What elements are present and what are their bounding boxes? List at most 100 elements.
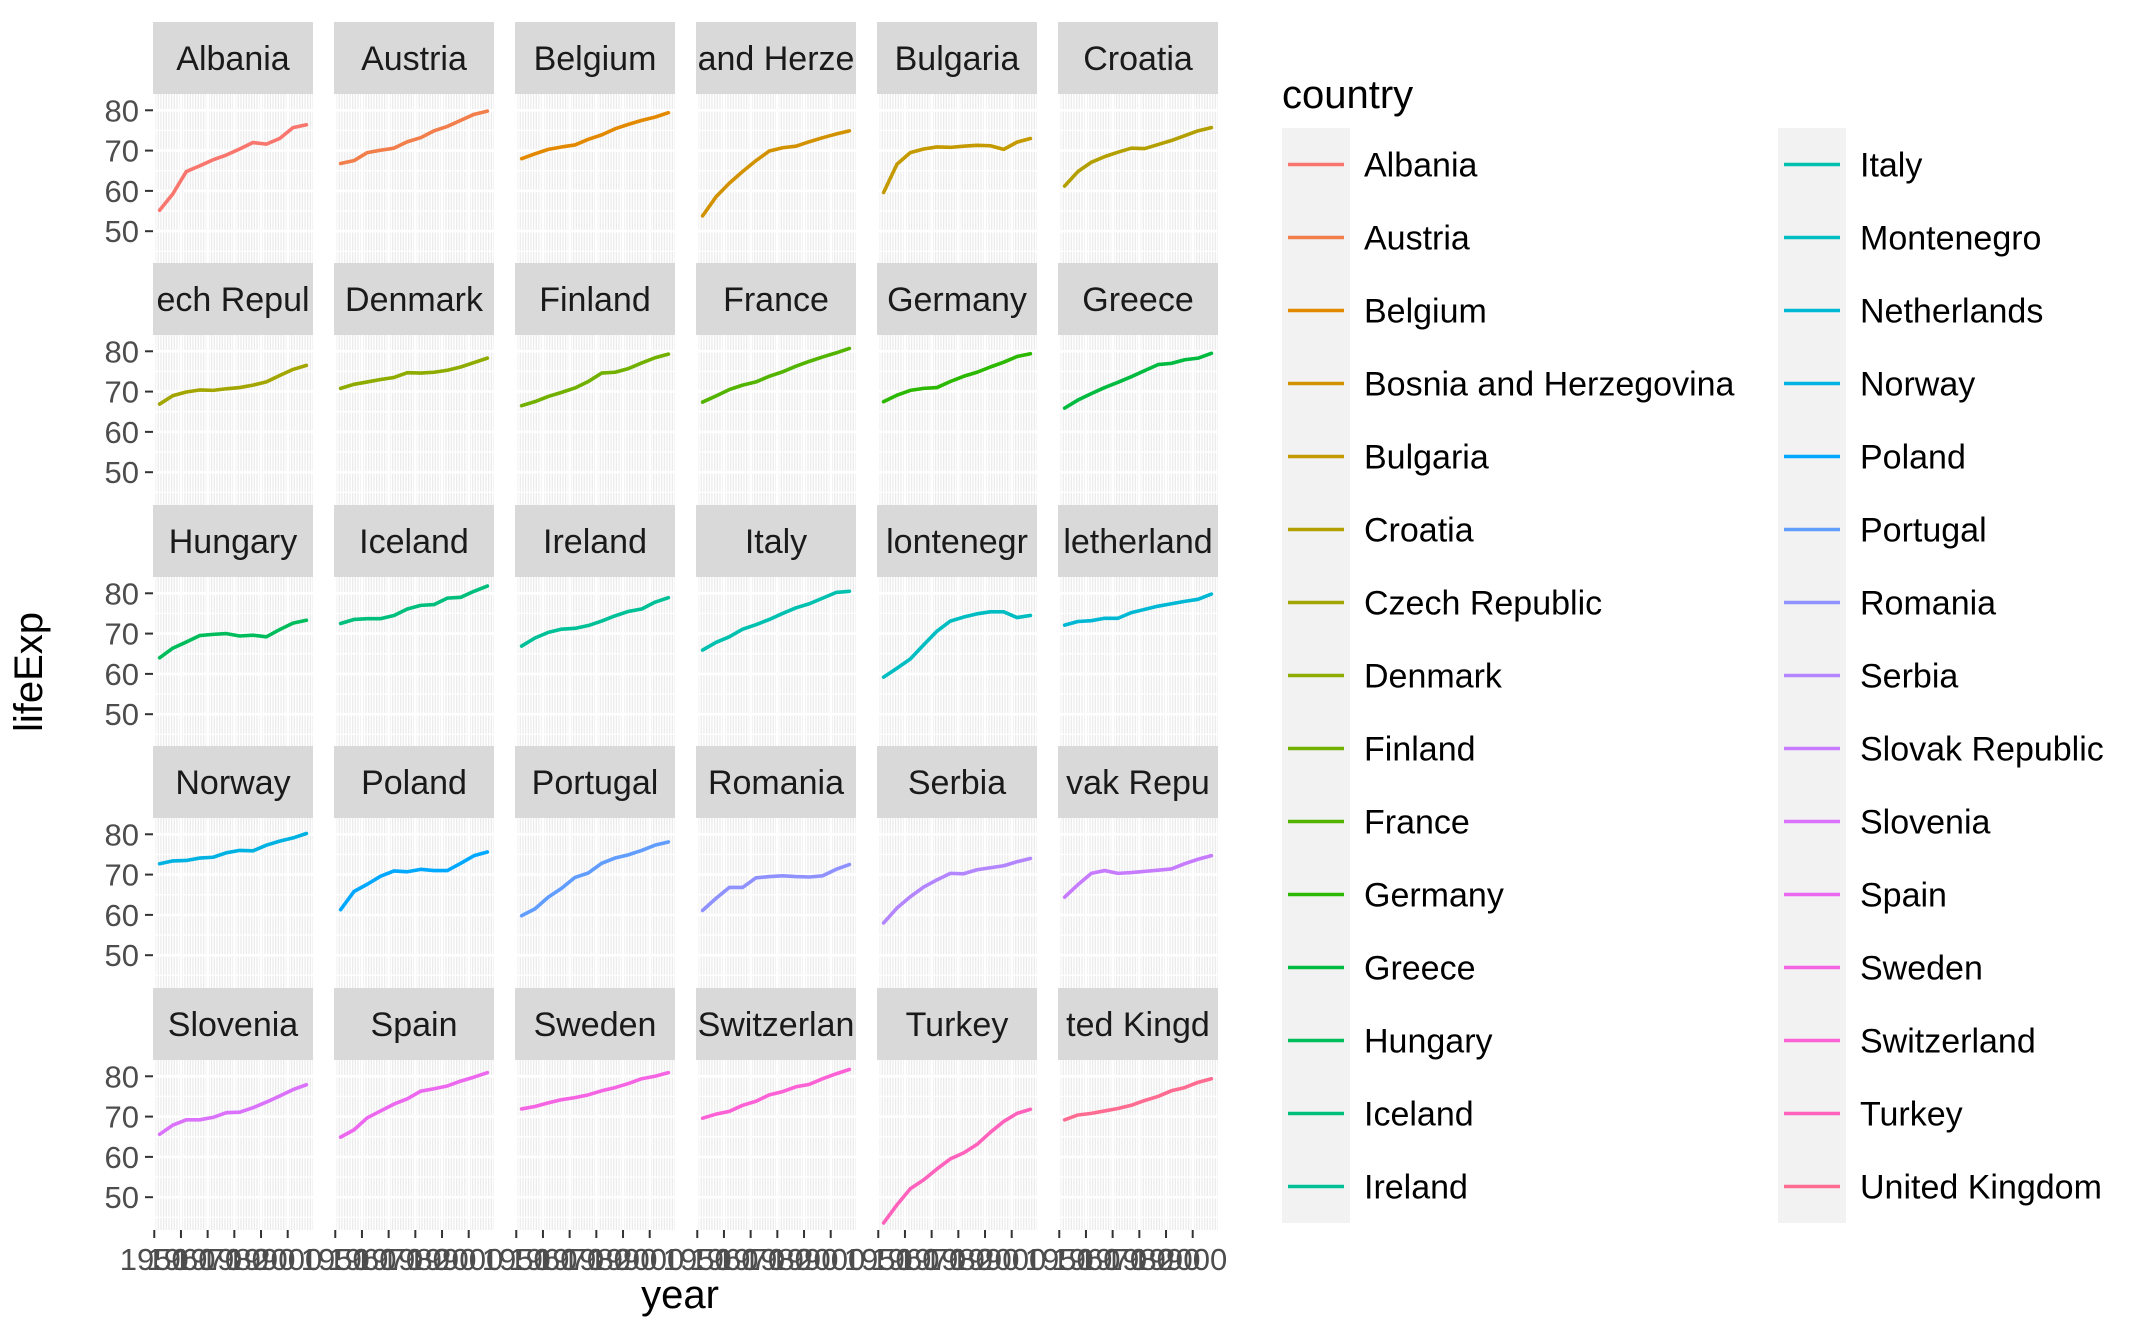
- facet-strip-label: Romania: [708, 764, 844, 802]
- facet-panel: Poland: [333, 746, 494, 988]
- legend-label: Czech Republic: [1364, 585, 1602, 623]
- facet-strip: [696, 505, 856, 577]
- facet-strip: [515, 746, 675, 818]
- y-tick-label: 50: [105, 455, 139, 490]
- facet-strip-label: ech Repul: [156, 281, 309, 319]
- facet-strip-label: lontenegr: [886, 523, 1028, 561]
- facet-panel: Norway 50 60 70 80: [105, 746, 313, 988]
- x-tick-label: 1980: [924, 1242, 993, 1277]
- y-tick-label: 70: [105, 375, 139, 410]
- x-tick-label: 1950: [844, 1242, 913, 1277]
- x-tick-label: 2000: [1158, 1242, 1227, 1277]
- y-tick-label: 80: [105, 817, 139, 852]
- facet-panel: Greece: [1057, 263, 1218, 505]
- series-line: [1062, 1076, 1214, 1122]
- x-tick-label: 1950: [663, 1242, 732, 1277]
- facet-panel: Italy: [695, 505, 856, 747]
- x-tick-label: 1950: [1025, 1242, 1094, 1277]
- legend-item: France: [1282, 785, 1470, 858]
- series-line: [338, 584, 490, 626]
- legend-label: Bosnia and Herzegovina: [1364, 366, 1735, 404]
- facet-strip: [515, 263, 675, 335]
- x-tick-label: 1970: [716, 1242, 785, 1277]
- legend-label: Portugal: [1860, 512, 1987, 550]
- legend-item: Greece: [1282, 931, 1476, 1004]
- facet-panels: Albania 50 60 70 80 Austria Belgium and Herze Bu…: [105, 22, 1227, 1277]
- series-line: [1062, 125, 1214, 188]
- facet-strip: [153, 988, 313, 1060]
- x-tick-label: 1960: [327, 1242, 396, 1277]
- legend-item: Sweden: [1778, 931, 1983, 1004]
- facet-strip-label: Finland: [539, 281, 651, 319]
- facet-strip-label: Croatia: [1083, 40, 1193, 78]
- facet-strip: [1058, 505, 1218, 577]
- y-tick-label: 80: [105, 576, 139, 611]
- x-tick-label: 1970: [173, 1242, 242, 1277]
- legend-item: Italy: [1778, 128, 1922, 201]
- series-line: [881, 610, 1033, 679]
- facet-strip: [877, 22, 1037, 94]
- facet-panel: Portugal: [514, 746, 675, 988]
- legend-label: Sweden: [1860, 950, 1983, 988]
- x-tick-label: 1980: [1105, 1242, 1174, 1277]
- facet-strip-label: Austria: [361, 40, 467, 78]
- facet-strip-label: Sweden: [534, 1006, 657, 1044]
- x-tick-label: 1960: [146, 1242, 215, 1277]
- facet-panel: Albania 50 60 70 80: [105, 22, 313, 264]
- legend-label: Austria: [1364, 220, 1470, 258]
- legend-label: Serbia: [1860, 658, 1958, 696]
- series-line: [157, 618, 309, 660]
- series-line: [1062, 592, 1214, 627]
- y-tick-label: 50: [105, 697, 139, 732]
- facet-panel: Bulgaria: [876, 22, 1037, 264]
- facet-strip: [153, 505, 313, 577]
- series-line: [1062, 351, 1214, 410]
- facet-panel: Denmark: [333, 263, 494, 505]
- x-tick-label: 1950: [482, 1242, 551, 1277]
- legend-item: Bosnia and Herzegovina: [1282, 347, 1735, 420]
- x-tick-label: 2000: [434, 1242, 503, 1277]
- facet-panel: Hungary 50 60 70 80: [105, 505, 313, 747]
- facet-strip-label: Iceland: [359, 523, 469, 561]
- legend-item: Austria: [1282, 201, 1470, 274]
- facet-strip-label: Ireland: [543, 523, 647, 561]
- facet-strip: [877, 988, 1037, 1060]
- series-line: [1062, 853, 1214, 899]
- y-tick-label: 60: [105, 415, 139, 450]
- legend-item: Turkey: [1778, 1077, 1963, 1150]
- legend-label: Iceland: [1364, 1096, 1474, 1134]
- y-tick-label: 70: [105, 617, 139, 652]
- series-line: [338, 850, 490, 912]
- series-line: [519, 595, 671, 648]
- series-line: [157, 363, 309, 406]
- x-tick-label: 1980: [381, 1242, 450, 1277]
- facet-panel: Germany: [876, 263, 1037, 505]
- facet-strip-label: Germany: [887, 281, 1027, 319]
- x-tick-label: 1980: [562, 1242, 631, 1277]
- y-tick-label: 70: [105, 134, 139, 169]
- legend-item: Netherlands: [1778, 274, 2043, 347]
- facet-strip: [334, 746, 494, 818]
- series-line: [519, 110, 671, 161]
- y-tick-label: 70: [105, 1100, 139, 1135]
- legend-item: Montenegro: [1778, 201, 2041, 274]
- legend-label: Bulgaria: [1364, 439, 1489, 477]
- facet-panel: Croatia: [1057, 22, 1218, 264]
- legend-label: Croatia: [1364, 512, 1474, 550]
- facet-strip-label: vak Repu: [1066, 764, 1210, 802]
- y-tick-label: 60: [105, 898, 139, 933]
- facet-strip: [1058, 263, 1218, 335]
- legend-label: Slovenia: [1860, 804, 1991, 842]
- legend-label: Poland: [1860, 439, 1966, 477]
- facet-strip-label: Poland: [361, 764, 467, 802]
- facet-strip-label: Norway: [175, 764, 290, 802]
- legend-title: country: [1282, 73, 1413, 117]
- legend-label: France: [1364, 804, 1470, 842]
- facet-strip-label: Slovenia: [168, 1006, 299, 1044]
- facet-strip-label: Belgium: [534, 40, 657, 78]
- facet-strip-label: Turkey: [906, 1006, 1009, 1044]
- facet-panel: vak Repu: [1057, 746, 1218, 988]
- facet-panel: Austria: [333, 22, 494, 264]
